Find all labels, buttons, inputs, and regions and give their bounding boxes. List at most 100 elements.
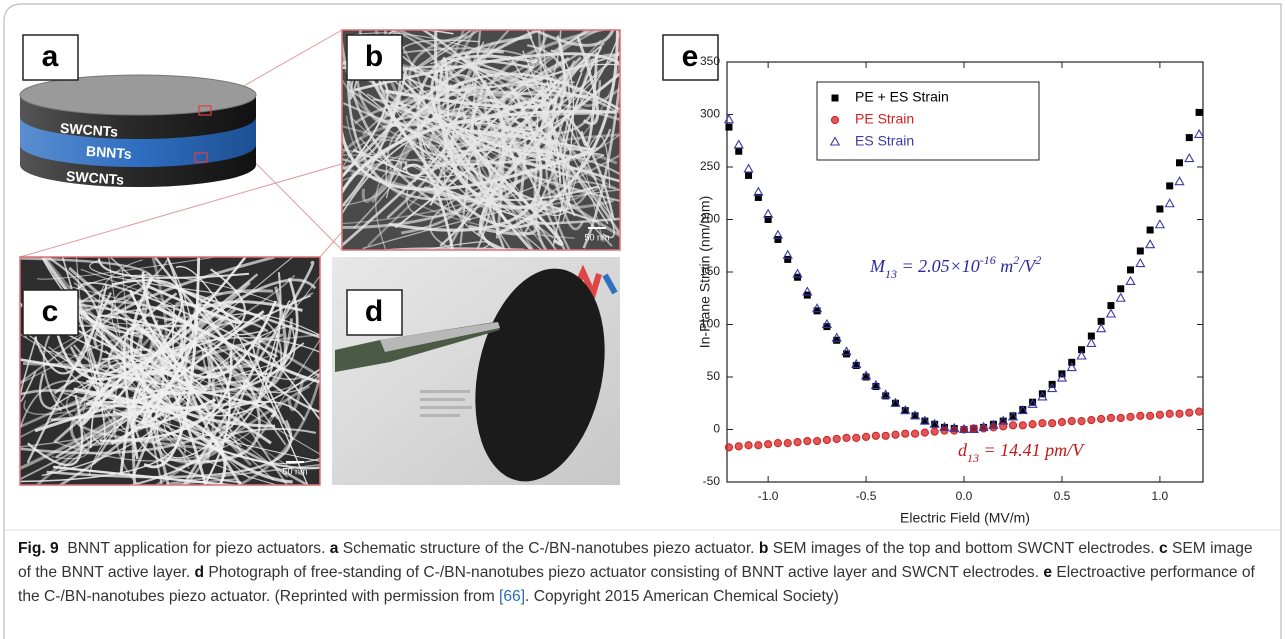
- point: [725, 115, 733, 123]
- point: [892, 431, 899, 438]
- point: [745, 442, 752, 449]
- x-tick-label: -0.5: [856, 489, 877, 503]
- legend-label: ES Strain: [855, 133, 914, 149]
- point: [931, 428, 938, 435]
- point: [1107, 414, 1114, 421]
- cylinder-top: [20, 75, 256, 115]
- y-tick-label: 50: [707, 369, 721, 383]
- point: [1156, 411, 1163, 418]
- x-tick-label: 0.5: [1054, 489, 1071, 503]
- panel-label: a: [42, 40, 59, 73]
- y-tick-label: 0: [713, 422, 720, 436]
- caption-text: . Copyright 2015 American Chemical Socie…: [525, 588, 839, 605]
- x-tick-label: 1.0: [1152, 489, 1169, 503]
- point: [872, 432, 879, 439]
- caption-text: BNNT application for piezo actuators.: [59, 540, 330, 557]
- panel-label: b: [365, 40, 383, 73]
- point: [814, 437, 821, 444]
- annotation-part: -16: [980, 253, 996, 267]
- x-tick-label: -1.0: [758, 489, 779, 503]
- point: [1098, 415, 1105, 422]
- point: [1087, 339, 1095, 347]
- annotation-part: 13: [967, 451, 979, 465]
- y-tick-label: -50: [703, 474, 721, 488]
- annotation-part: M: [869, 256, 886, 276]
- point: [794, 439, 801, 446]
- chart: -50050100150200250300350-1.0-0.50.00.51.…: [697, 54, 1204, 526]
- point: [1137, 248, 1144, 255]
- point: [1117, 414, 1124, 421]
- point: [784, 440, 791, 447]
- point: [745, 172, 752, 179]
- point: [1175, 177, 1183, 185]
- point: [911, 430, 918, 437]
- point: [831, 116, 838, 123]
- point: [755, 442, 762, 449]
- point: [1107, 310, 1115, 318]
- annotation: M13 = 2.05×10-16 m2/V2: [869, 253, 1041, 281]
- panel-label: e: [682, 40, 699, 73]
- point: [784, 256, 791, 263]
- point: [1029, 421, 1036, 428]
- point: [804, 437, 811, 444]
- caption-text: Fig. 9: [18, 540, 59, 557]
- point: [1078, 418, 1085, 425]
- point: [1146, 240, 1154, 248]
- caption-link[interactable]: [66]: [499, 588, 525, 605]
- sem-image-c: [2, 238, 337, 504]
- point: [1097, 324, 1105, 332]
- y-tick-label: 350: [700, 54, 720, 68]
- layer-label: BNNTs: [86, 143, 133, 162]
- point: [853, 434, 860, 441]
- annotation-part: = 2.05×10: [897, 256, 980, 276]
- caption-text: c: [1159, 540, 1168, 557]
- annotation-part: 2: [1035, 253, 1041, 267]
- point: [1058, 419, 1065, 426]
- point: [1185, 154, 1193, 162]
- point: [1156, 206, 1163, 213]
- point: [1068, 418, 1075, 425]
- point: [902, 430, 909, 437]
- point: [774, 440, 781, 447]
- caption-text: d: [195, 564, 205, 581]
- y-tick-label: 250: [700, 159, 720, 173]
- annotation-part: = 14.41 pm/V: [979, 440, 1085, 460]
- point: [725, 444, 732, 451]
- point: [832, 95, 839, 102]
- point: [725, 124, 732, 131]
- point: [1186, 409, 1193, 416]
- point: [1196, 109, 1203, 116]
- point: [833, 435, 840, 442]
- annotation-part: m: [996, 256, 1014, 276]
- point: [744, 165, 752, 173]
- point: [735, 140, 743, 148]
- annotation: d13 = 14.41 pm/V: [958, 440, 1085, 465]
- point: [1165, 199, 1173, 207]
- point: [1136, 259, 1144, 267]
- panel-label: d: [365, 295, 383, 328]
- caption-text: e: [1043, 564, 1052, 581]
- point: [1126, 277, 1134, 285]
- caption-text: Photograph of free-standing of C-/BN-nan…: [204, 564, 1043, 581]
- point: [1127, 413, 1134, 420]
- point: [1117, 294, 1125, 302]
- point: [1088, 416, 1095, 423]
- y-tick-label: 300: [700, 107, 720, 121]
- point: [765, 441, 772, 448]
- point: [1176, 159, 1183, 166]
- caption: Fig. 9 BNNT application for piezo actuat…: [18, 537, 1268, 609]
- point: [735, 148, 742, 155]
- point: [1166, 410, 1173, 417]
- point: [823, 436, 830, 443]
- caption-text: SEM images of the top and bottom SWCNT e…: [768, 540, 1159, 557]
- point: [1009, 422, 1016, 429]
- point: [1166, 182, 1173, 189]
- point: [1147, 227, 1154, 234]
- point: [1039, 420, 1046, 427]
- point: [1137, 412, 1144, 419]
- point: [1117, 285, 1124, 292]
- point: [882, 432, 889, 439]
- caption-text: b: [759, 540, 769, 557]
- legend-label: PE + ES Strain: [855, 89, 949, 105]
- schematic: SWCNTs BNNTs SWCNTs: [20, 75, 256, 188]
